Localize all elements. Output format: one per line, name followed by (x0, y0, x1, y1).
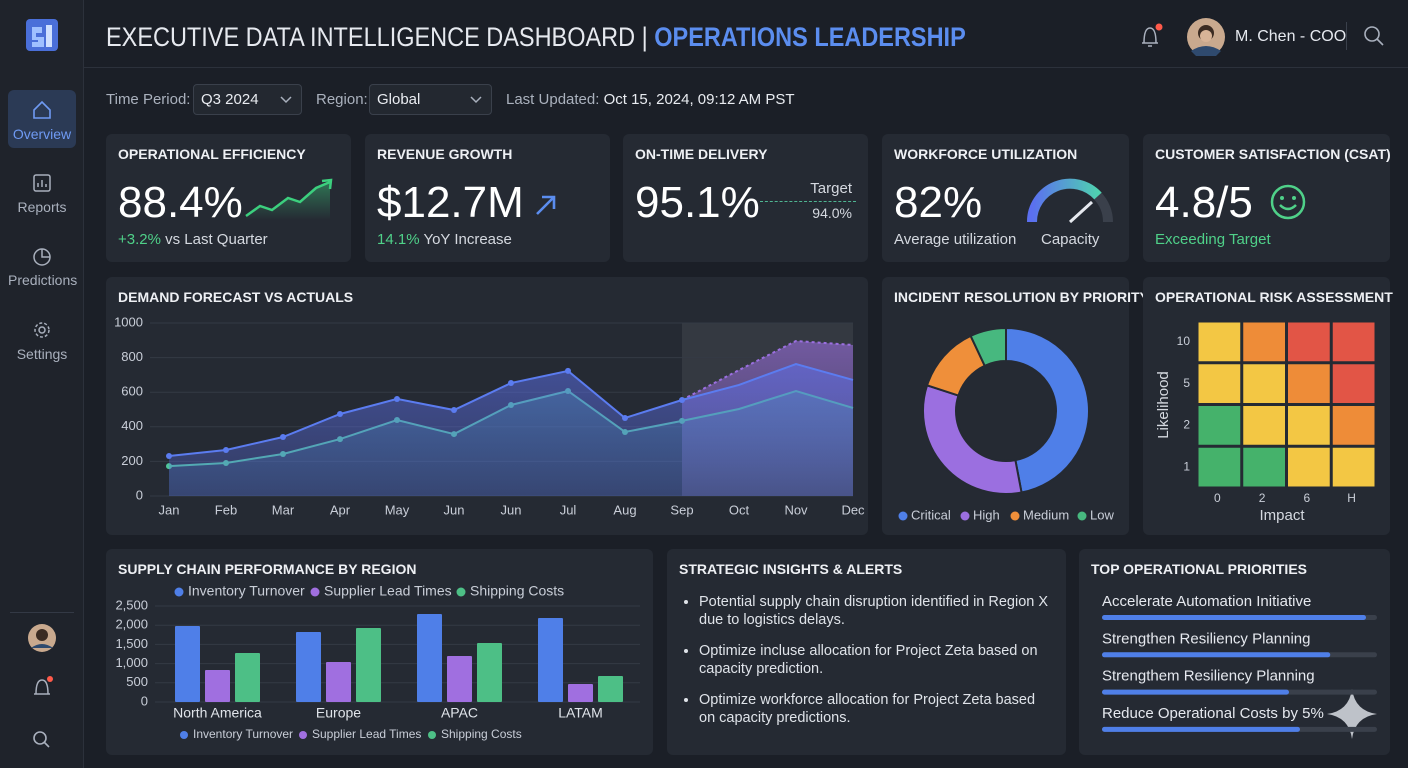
kpi-value: 82% (894, 178, 983, 227)
panel-title: DEMAND FORECAST VS ACTUALS (118, 289, 354, 305)
kpi-sub: +3.2% vs Last Quarter (118, 231, 268, 248)
notifications[interactable] (1136, 22, 1166, 52)
user-name: M. Chen - COO (1235, 28, 1347, 45)
smiley (1270, 184, 1306, 220)
panel-title: SUPPLY CHAIN PERFORMANCE BY REGION (118, 561, 417, 577)
kpi-title: CUSTOMER SATISFACTION (CSAT) (1155, 146, 1391, 162)
title: EXECUTIVE DATA INTELLIGENCE DASHBOARD | … (106, 22, 966, 53)
incident-panel: INCIDENT RESOLUTION BY PRIORITY (882, 277, 1149, 535)
sparkline (245, 178, 333, 220)
kpi-change-text: vs Last Quarter (165, 231, 268, 248)
insight-list: Potential supply chain disruption identi… (683, 593, 1055, 740)
panel-title: STRATEGIC INSIGHTS & ALERTS (679, 561, 903, 577)
nav-label: Settings (16, 346, 68, 362)
kpi-value: 95.1% (635, 178, 760, 227)
avatar[interactable] (1186, 17, 1226, 57)
gauge (1026, 178, 1113, 224)
kpi-status: Exceeding Target (1155, 231, 1271, 248)
search[interactable] (1362, 24, 1386, 48)
nav-label: Predictions (8, 272, 78, 288)
nav-label: Overview (12, 126, 72, 142)
divider (10, 612, 74, 613)
nav-label: Reports (17, 199, 67, 215)
region-select[interactable]: Global (369, 84, 492, 115)
target-line (760, 201, 856, 202)
kpi-value: 88.4% (118, 178, 243, 227)
risk-panel: OPERATIONAL RISK ASSESSMENT (1143, 277, 1393, 535)
gauge-label: Capacity (1041, 231, 1100, 248)
header: EXECUTIVE DATA INTELLIGENCE DASHBOARD | … (84, 0, 1408, 68)
kpi-title: ON-TIME DELIVERY (635, 146, 768, 162)
kpi-title: WORKFORCE UTILIZATION (894, 146, 1078, 162)
kpi-card: REVENUE GROWTH $12.7M 14.1% YoY Increase (365, 134, 610, 262)
sparkle (1327, 689, 1377, 739)
updated-value: Oct 15, 2024, 09:12 AM PST (603, 91, 795, 108)
select-value: Global (377, 91, 421, 108)
filter-label: Time Period: (106, 91, 191, 108)
sidebar-tools (28, 624, 56, 748)
supply-panel: SUPPLY CHAIN PERFORMANCE BY REGION (106, 549, 653, 755)
select-value: Q3 2024 (201, 91, 259, 108)
kpi-card: WORKFORCE UTILIZATION 82% Average utiliz… (882, 134, 1129, 262)
kpi-card: ON-TIME DELIVERY 95.1% Target 94.0% (623, 134, 868, 262)
last-updated: Last Updated: Oct 15, 2024, 09:12 AM PST (506, 91, 795, 108)
title-text: EXECUTIVE DATA INTELLIGENCE DASHBOARD | (106, 22, 648, 52)
kpi-title: REVENUE GROWTH (377, 146, 513, 162)
kpi-title: OPERATIONAL EFFICIENCY (118, 146, 306, 162)
kpi-value: 4.8/5 (1155, 178, 1253, 227)
kpi-change-text: YoY Increase (423, 231, 512, 248)
kpi-card: OPERATIONAL EFFICIENCY 88.4% +3.2% vs La… (106, 134, 351, 262)
panel-title: TOP OPERATIONAL PRIORITIES (1091, 561, 1307, 577)
kpi-sub: 14.1% YoY Increase (377, 231, 512, 248)
panel-title: INCIDENT RESOLUTION BY PRIORITY (894, 289, 1149, 305)
kpi-change: +3.2% (118, 231, 161, 248)
kpi-change: 14.1% (377, 231, 420, 248)
title-highlight: OPERATIONS LEADERSHIP (654, 22, 966, 52)
insights-panel: STRATEGIC INSIGHTS & ALERTS Potential su… (667, 549, 1066, 755)
insight: Optimize incluse allocation for Project … (699, 642, 1055, 678)
insight: Optimize workforce allocation for Projec… (699, 691, 1055, 727)
insight: Potential supply chain disruption identi… (699, 593, 1055, 629)
priorities-panel: TOP OPERATIONAL PRIORITIES (1079, 549, 1390, 755)
kpi-caption: Average utilization (894, 231, 1017, 248)
updated-label: Last Updated: (506, 91, 600, 108)
time-select[interactable]: Q3 2024 (193, 84, 302, 115)
demand-panel: DEMAND FORECAST VS ACTUALS (106, 277, 868, 535)
nav-item[interactable]: Overview (8, 90, 76, 148)
target-label: Target (810, 180, 852, 197)
trend-arrow (536, 195, 556, 215)
target-value: 94.0% (812, 205, 852, 221)
kpi-value: $12.7M (377, 178, 524, 227)
divider (1346, 22, 1347, 50)
logo (26, 19, 58, 51)
nav-item[interactable]: Reports (8, 163, 76, 221)
sidebar: Overview Reports Predictions Settings (0, 0, 84, 768)
kpi-card: CUSTOMER SATISFACTION (CSAT) 4.8/5 Excee… (1143, 134, 1391, 262)
nav-item[interactable]: Predictions (8, 236, 78, 294)
panel-title: OPERATIONAL RISK ASSESSMENT (1155, 289, 1393, 305)
filter-label: Region: (316, 91, 368, 108)
nav-item[interactable]: Settings (8, 310, 76, 368)
